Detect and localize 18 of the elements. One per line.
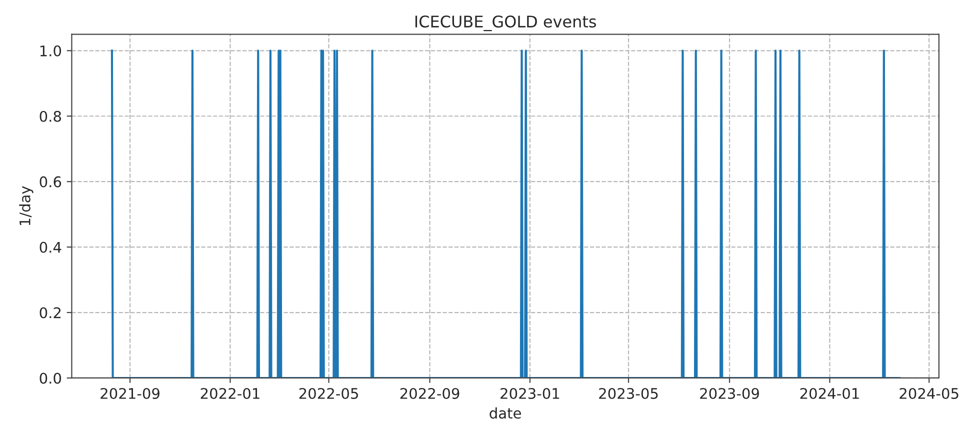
- y-tick-label: 1.0: [40, 45, 62, 56]
- x-tick-label: 2023-09: [700, 388, 759, 399]
- y-tick-label: 0.2: [40, 307, 61, 318]
- x-tick-label: 2024-01: [800, 388, 859, 399]
- chart-title: ICECUBE_GOLD events: [415, 15, 596, 32]
- x-tick-label: 2022-05: [299, 388, 358, 399]
- y-tick-label: 0.4: [40, 242, 62, 253]
- y-tick-label: 0.6: [40, 176, 62, 188]
- x-tick-label: 2021-09: [100, 388, 160, 399]
- x-axis-title: date: [490, 407, 521, 419]
- y-tick-label: 0.8: [40, 110, 61, 122]
- y-tick-label: 0.0: [40, 372, 62, 384]
- x-tick-label: 2022-09: [400, 388, 460, 399]
- x-tick-label: 2023-01: [500, 388, 560, 399]
- x-tick-label: 2024-05: [900, 388, 958, 399]
- x-tick-label: 2023-05: [599, 388, 658, 399]
- y-axis-title: 1/day: [19, 186, 34, 226]
- x-tick-label: 2022-01: [200, 388, 260, 399]
